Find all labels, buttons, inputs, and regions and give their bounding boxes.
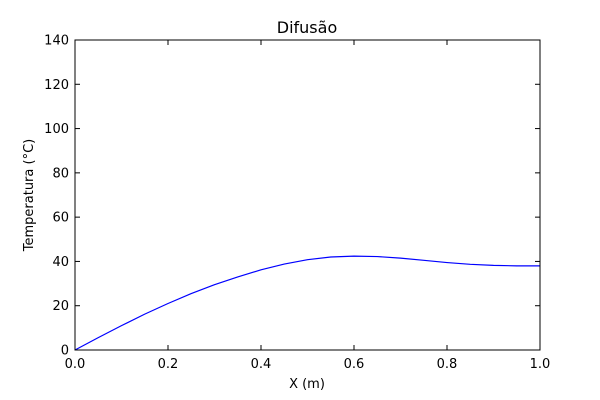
x-tick-label: 0.6 [344,357,365,372]
y-tick-label: 20 [52,299,69,314]
y-axis-label: Temperatura (°C) [22,139,37,252]
y-tick-label: 140 [44,34,69,49]
x-tick-label: 1.0 [530,357,551,372]
y-tick-label: 60 [52,211,69,226]
y-tick-label: 100 [44,122,69,137]
x-axis-label: X (m) [289,377,325,392]
series-line-0 [74,255,540,351]
x-tick-label: 0.4 [251,357,272,372]
y-tick-label: 0 [61,344,69,359]
x-tick-label: 0.8 [437,357,458,372]
y-tick-label: 40 [52,255,69,270]
y-axis-ticks: 0 20 40 60 80 100 120 140 [44,34,540,359]
y-tick-label: 120 [44,78,69,93]
y-tick-label: 80 [52,166,69,181]
chart-title: Difusão [277,18,337,37]
x-tick-label: 0.0 [65,357,86,372]
x-tick-label: 0.2 [158,357,179,372]
series-layer [74,255,540,351]
plot-frame [74,39,541,351]
x-axis-ticks: 0.0 0.2 0.4 0.6 0.8 1.0 [65,40,551,372]
